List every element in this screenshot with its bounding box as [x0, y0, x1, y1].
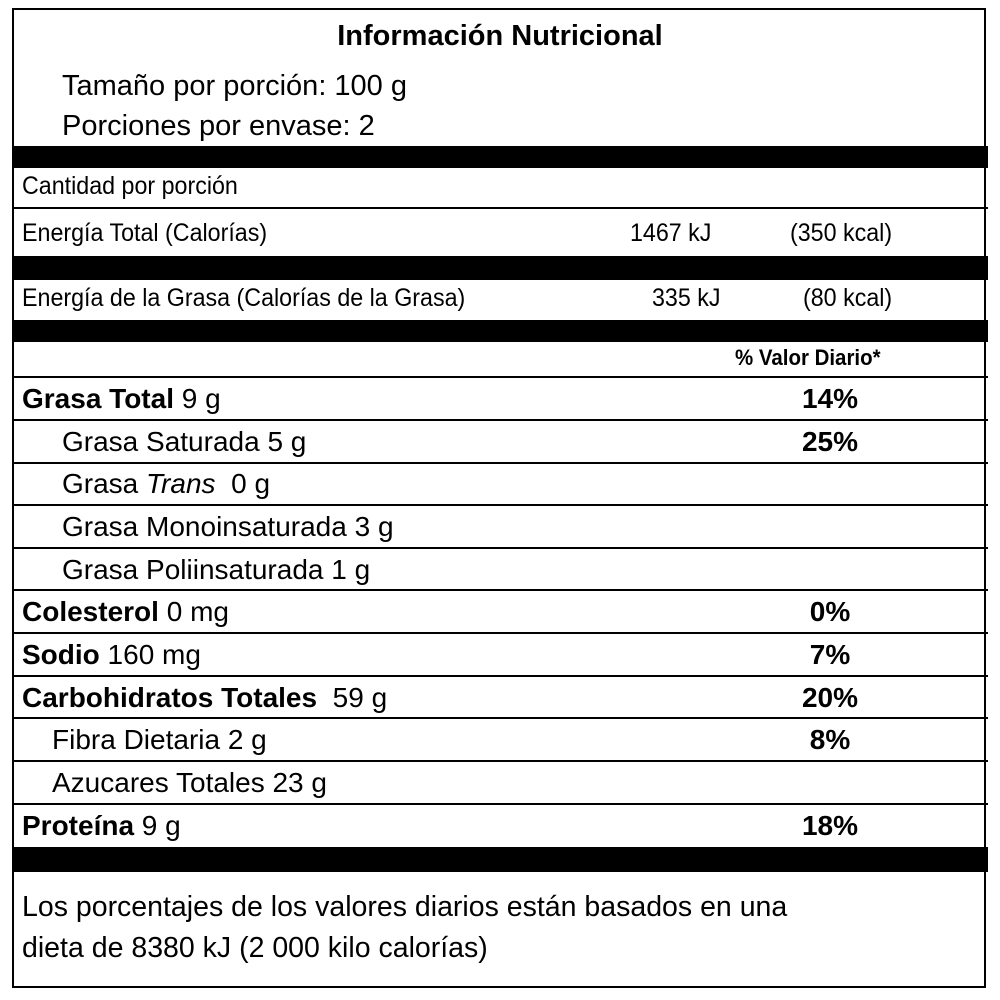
- divider-line: [12, 504, 988, 506]
- divider-bar: [12, 146, 988, 168]
- dv-total-carbohydrates: 20%: [801, 682, 859, 713]
- energy-fat-label: Energía de la Grasa (Calorías de la Gras…: [22, 284, 466, 312]
- divider-line: [12, 717, 988, 719]
- nutrition-label: [12, 8, 986, 988]
- amount-per-serving: Cantidad por porción: [22, 172, 238, 200]
- divider-line: [12, 207, 988, 209]
- nutrient-total-carbohydrates: Carbohidratos Totales 59 g: [22, 682, 388, 713]
- nutrient-sodium: Sodio 160 mg: [22, 639, 201, 670]
- energy-total-kcal: (350 kcal): [790, 219, 893, 247]
- divider-line: [12, 462, 988, 464]
- dv-cholesterol: 0%: [809, 596, 851, 627]
- divider-bar: [12, 320, 988, 342]
- energy-total-label: Energía Total (Calorías): [22, 219, 268, 247]
- divider-line: [12, 803, 988, 805]
- serving-size: Tamaño por porción: 100 g: [62, 70, 407, 102]
- footnote-line-1: Los porcentajes de los valores diarios e…: [22, 891, 788, 923]
- divider-bar: [12, 847, 988, 872]
- footnote-line-2: dieta de 8380 kJ (2 000 kilo calorías): [22, 932, 488, 964]
- divider-line: [12, 760, 988, 762]
- divider-line: [12, 419, 988, 421]
- nutrient-dietary-fiber: Fibra Dietaria 2 g: [52, 724, 267, 755]
- servings-per-container: Porciones por envase: 2: [62, 110, 375, 142]
- dv-total-fat: 14%: [801, 383, 859, 414]
- dv-protein: 18%: [801, 810, 859, 841]
- dv-dietary-fiber: 8%: [809, 724, 851, 755]
- label-title: Información Nutricional: [337, 20, 663, 52]
- nutrient-polyunsaturated-fat: Grasa Poliinsaturada 1 g: [62, 554, 371, 585]
- energy-fat-kcal: (80 kcal): [803, 284, 893, 312]
- daily-value-header: % Valor Diario*: [735, 345, 881, 370]
- energy-fat-kj: 335 kJ: [652, 284, 721, 312]
- divider-line: [12, 632, 988, 634]
- nutrient-cholesterol: Colesterol 0 mg: [22, 596, 229, 627]
- divider-line: [12, 376, 988, 378]
- nutrient-total-fat: Grasa Total 9 g: [22, 383, 221, 414]
- nutrient-saturated-fat: Grasa Saturada 5 g: [62, 426, 307, 457]
- energy-total-kj: 1467 kJ: [630, 219, 712, 247]
- nutrient-total-sugars: Azucares Totales 23 g: [52, 767, 327, 798]
- dv-saturated-fat: 25%: [801, 426, 859, 457]
- nutrient-protein: Proteína 9 g: [22, 810, 181, 841]
- dv-sodium: 7%: [809, 639, 851, 670]
- nutrient-trans-fat: Grasa Trans 0 g: [62, 468, 271, 499]
- divider-line: [12, 547, 988, 549]
- divider-line: [12, 675, 988, 677]
- divider-bar: [12, 256, 988, 280]
- nutrient-monounsaturated-fat: Grasa Monoinsaturada 3 g: [62, 511, 394, 542]
- divider-line: [12, 589, 988, 591]
